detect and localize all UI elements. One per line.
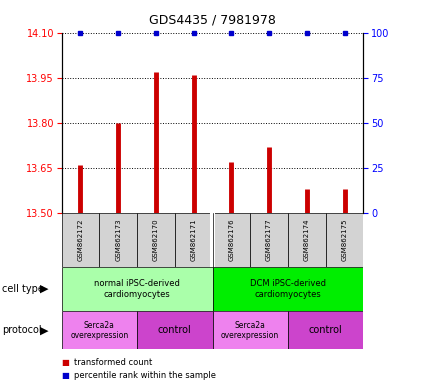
Text: protocol: protocol (2, 325, 42, 335)
Text: control: control (158, 325, 192, 335)
Text: normal iPSC-derived
cardiomyocytes: normal iPSC-derived cardiomyocytes (94, 279, 180, 299)
Bar (212, 267, 363, 311)
Text: ▶: ▶ (40, 325, 49, 335)
Bar (62, 311, 137, 349)
Text: control: control (309, 325, 343, 335)
Bar (326, 213, 363, 267)
Text: GDS4435 / 7981978: GDS4435 / 7981978 (149, 13, 276, 26)
Text: GSM862172: GSM862172 (77, 219, 83, 261)
Bar (210, 213, 215, 267)
Bar (137, 213, 175, 267)
Text: Serca2a
overexpression: Serca2a overexpression (221, 321, 279, 340)
Bar (212, 311, 288, 349)
Text: GSM862170: GSM862170 (153, 218, 159, 262)
Bar (212, 213, 250, 267)
Text: DCM iPSC-derived
cardiomyocytes: DCM iPSC-derived cardiomyocytes (250, 279, 326, 299)
Text: GSM862177: GSM862177 (266, 218, 272, 262)
Text: Serca2a
overexpression: Serca2a overexpression (70, 321, 128, 340)
Text: transformed count: transformed count (74, 358, 153, 367)
Text: GSM862173: GSM862173 (115, 218, 121, 262)
Text: GSM862175: GSM862175 (342, 219, 348, 261)
Bar (288, 213, 326, 267)
Bar (62, 267, 212, 311)
Bar (99, 213, 137, 267)
Bar (250, 213, 288, 267)
Text: ▶: ▶ (40, 284, 49, 294)
Text: cell type: cell type (2, 284, 44, 294)
Text: percentile rank within the sample: percentile rank within the sample (74, 371, 216, 380)
Text: ■: ■ (62, 358, 70, 367)
Text: ■: ■ (62, 371, 70, 380)
Bar (288, 311, 363, 349)
Bar (137, 311, 212, 349)
Bar (62, 213, 99, 267)
Text: GSM862171: GSM862171 (191, 218, 197, 262)
Text: GSM862176: GSM862176 (228, 218, 234, 262)
Text: GSM862174: GSM862174 (304, 219, 310, 261)
Bar (175, 213, 212, 267)
